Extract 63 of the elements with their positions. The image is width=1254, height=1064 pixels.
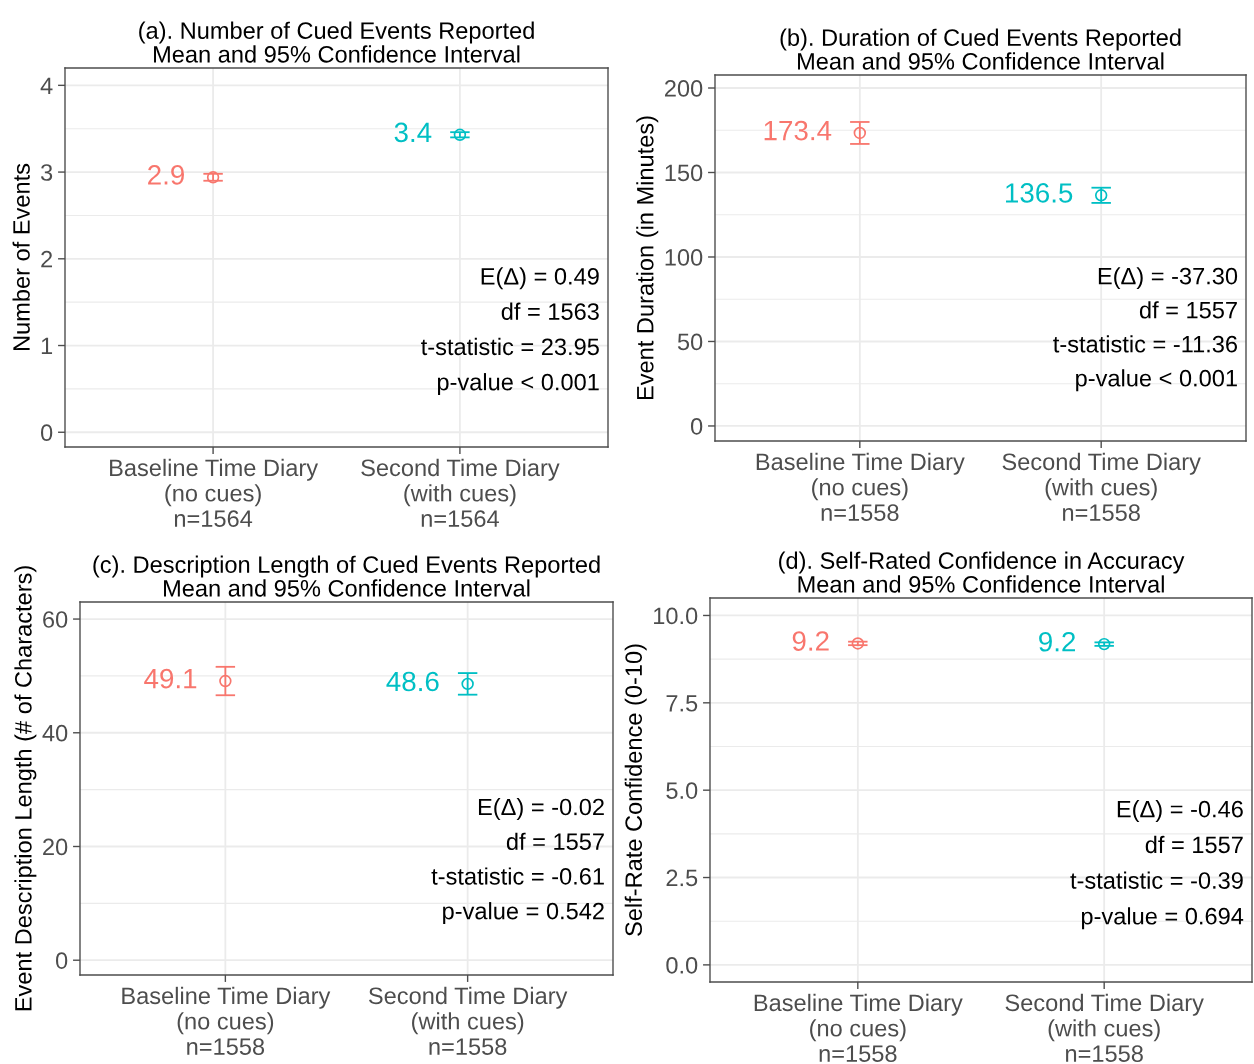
annotation: E(Δ) = 0.49 (481, 267, 599, 290)
annotation: df = 1557 (1139, 301, 1237, 319)
data-label: 3.4 (394, 122, 432, 143)
y-tick-label: 10.0 (654, 607, 698, 625)
annotation: E(Δ) = -37.30 (1098, 267, 1238, 290)
y-tick-label: 50 (677, 333, 703, 351)
annotation: p-value < 0.001 (1076, 369, 1237, 392)
data-label: 9.2 (792, 631, 829, 651)
y-tick-label: 60 (43, 611, 68, 628)
y-tick-label: 0 (690, 418, 703, 435)
annotation: E(Δ) = -0.02 (478, 798, 604, 821)
y-tick-label: 2.5 (666, 869, 698, 887)
y-tick-label: 200 (664, 80, 703, 97)
x-tick-label: Baseline Time Diary (no cues) n=1558 (756, 452, 965, 522)
y-tick-label: 5.0 (666, 782, 698, 799)
data-label: 2.9 (148, 165, 184, 185)
y-tick-label: 0 (40, 424, 53, 442)
data-label: 48.6 (386, 671, 439, 692)
y-axis-title: Event Description Length (# of Characters) (14, 566, 37, 1011)
y-tick-label: 0 (55, 952, 68, 969)
y-tick-label: 100 (665, 249, 703, 266)
x-tick-label: Second Time Diary (with cues) n=1558 (368, 986, 568, 1056)
annotation: p-value < 0.001 (437, 373, 599, 396)
data-label: 136.5 (1006, 183, 1073, 203)
chart-title: (d). Self-Rated Confidence in Accuracy (779, 551, 1185, 574)
y-tick-label: 1 (41, 337, 53, 355)
y-tick-label: 3 (40, 164, 53, 181)
annotation: t-statistic = 23.95 (421, 337, 599, 356)
annotation: p-value = 0.542 (443, 902, 604, 925)
y-axis-title: Number of Events (12, 163, 30, 351)
x-tick-label: Baseline Time Diary (no cues) n=1564 (110, 458, 319, 528)
annotation: t-statistic = -0.39 (1070, 871, 1243, 889)
y-tick-label: 2 (41, 250, 53, 268)
annotation: df = 1557 (506, 832, 604, 851)
y-tick-label: 0.0 (666, 956, 698, 974)
x-tick-label: Second Time Diary (with cues) n=1558 (1002, 452, 1201, 522)
y-axis-title: Self-Rate Confidence (0-10) (624, 644, 647, 936)
chart-subtitle: Mean and 95% Confidence Interval (164, 579, 530, 597)
y-axis-title: Event Duration (in Minutes) (636, 116, 659, 400)
y-tick-label: 4 (40, 77, 53, 94)
chart-subtitle: Mean and 95% Confidence Interval (154, 45, 520, 63)
x-tick-label: Baseline Time Diary (no cues) n=1558 (754, 993, 963, 1063)
chart-title: (a). Number of Cued Events Reported (139, 21, 534, 44)
y-tick-label: 7.5 (666, 695, 698, 712)
x-tick-label: Baseline Time Diary (no cues) n=1558 (122, 986, 331, 1056)
annotation: t-statistic = -11.36 (1053, 335, 1238, 353)
chart-title: (b). Duration of Cued Events Reported (780, 28, 1181, 51)
data-label: 9.2 (1039, 631, 1076, 652)
chart-subtitle: Mean and 95% Confidence Interval (798, 575, 1164, 593)
annotation: df = 1557 (1145, 835, 1243, 854)
y-tick-label: 20 (43, 838, 68, 856)
data-label: 173.4 (764, 120, 832, 141)
x-tick-label: Second Time Diary (with cues) n=1564 (361, 458, 560, 528)
annotation: df = 1563 (501, 302, 599, 320)
annotation: t-statistic = -0.61 (431, 867, 604, 885)
y-tick-label: 150 (665, 164, 703, 182)
x-tick-label: Second Time Diary (with cues) n=1558 (1005, 993, 1204, 1063)
chart-title: (c). Description Length of Cued Events Reported (93, 555, 600, 578)
annotation: E(Δ) = -0.46 (1117, 800, 1243, 823)
data-label: 49.1 (144, 668, 197, 689)
y-tick-label: 40 (42, 724, 68, 742)
annotation: p-value = 0.694 (1081, 907, 1244, 930)
chart-subtitle: Mean and 95% Confidence Interval (798, 52, 1164, 70)
